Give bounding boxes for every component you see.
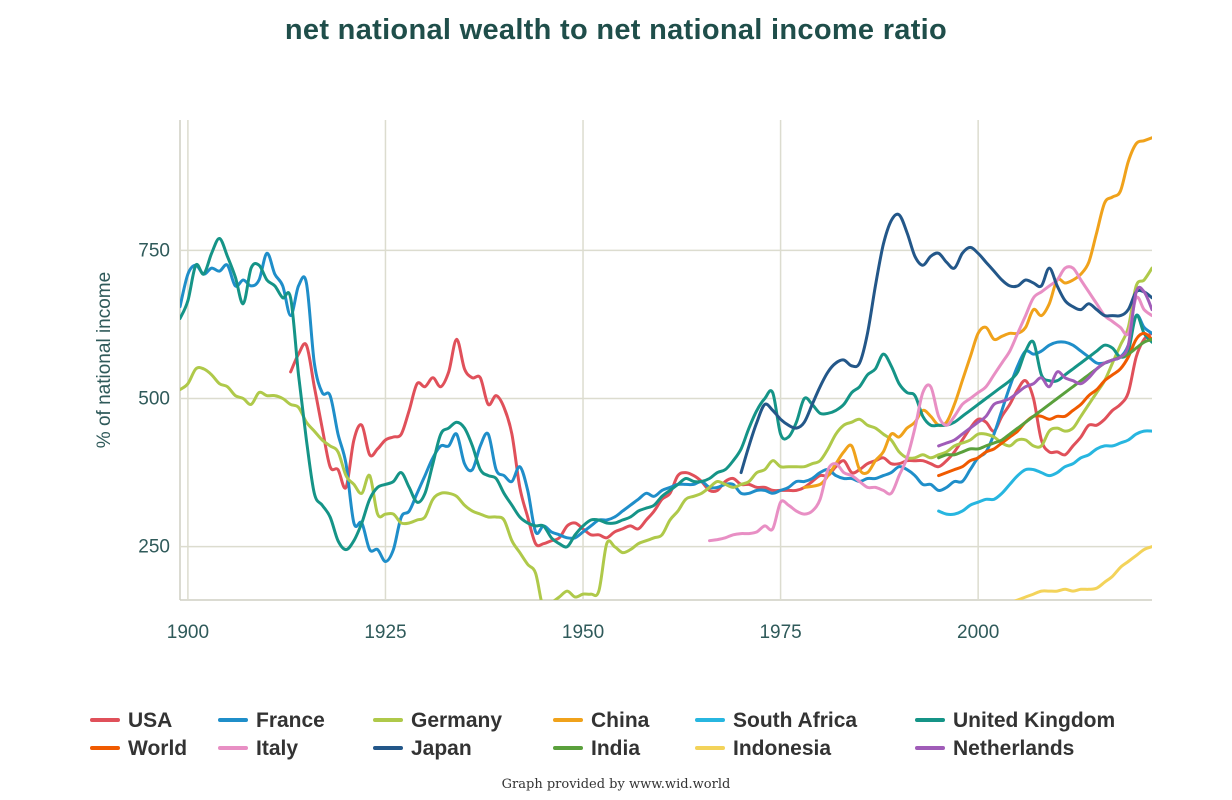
x-tick-label: 1950: [562, 622, 604, 643]
legend-label: Japan: [411, 737, 472, 760]
legend-item-world[interactable]: World: [90, 737, 187, 760]
legend-label: Indonesia: [733, 737, 831, 760]
legend-label: World: [128, 737, 187, 760]
series-line-japan[interactable]: [739, 212, 1152, 475]
y-axis-title: % of national income: [94, 272, 115, 448]
legend-label: United Kingdom: [953, 709, 1115, 732]
x-tick-label: 1975: [759, 622, 801, 643]
chart-title: net national wealth to net national inco…: [284, 14, 948, 46]
legend[interactable]: USA France Germany China South Africa United …: [90, 709, 1115, 760]
legend-item-france[interactable]: France: [218, 709, 325, 732]
series-group: [180, 136, 1153, 642]
legend-label: India: [591, 737, 640, 760]
legend-item-china[interactable]: China: [553, 709, 650, 732]
series-line-italy[interactable]: [708, 265, 1153, 543]
legend-label: Italy: [256, 737, 298, 760]
legend-item-japan[interactable]: Japan: [373, 737, 472, 760]
legend-label: Germany: [411, 709, 502, 732]
legend-label: China: [591, 709, 650, 732]
x-tick-label: 1900: [167, 622, 209, 643]
footer-credit[interactable]: Graph provided by www.wid.world: [501, 777, 731, 792]
y-tick-label: 500: [138, 389, 170, 410]
legend-label: France: [256, 709, 325, 732]
y-axis: 250 500 750: [138, 240, 170, 557]
legend-item-united-kingdom[interactable]: United Kingdom: [915, 709, 1115, 732]
legend-item-indonesia[interactable]: Indonesia: [695, 737, 831, 760]
legend-label: South Africa: [733, 709, 857, 732]
x-axis: 1900 1925 1950 1975 2000: [167, 622, 1000, 643]
y-tick-label: 250: [138, 537, 170, 558]
legend-label: USA: [128, 709, 172, 732]
legend-label: Netherlands: [953, 737, 1074, 760]
legend-item-india[interactable]: India: [553, 737, 640, 760]
legend-item-south-africa[interactable]: South Africa: [695, 709, 857, 732]
series-line-world[interactable]: [937, 331, 1152, 478]
series-line-netherlands[interactable]: [937, 285, 1152, 448]
series-line-china[interactable]: [802, 136, 1152, 489]
x-tick-label: 2000: [957, 622, 999, 643]
series-line-germany[interactable]: [180, 266, 1152, 610]
legend-item-germany[interactable]: Germany: [373, 709, 502, 732]
x-tick-label: 1925: [364, 622, 406, 643]
series-line-united-kingdom[interactable]: [180, 237, 1152, 552]
y-tick-label: 750: [138, 240, 170, 261]
legend-item-usa[interactable]: USA: [90, 709, 172, 732]
series-line-south-africa[interactable]: [937, 429, 1152, 516]
legend-item-italy[interactable]: Italy: [218, 737, 298, 760]
legend-item-netherlands[interactable]: Netherlands: [915, 737, 1074, 760]
series-line-indonesia[interactable]: [939, 545, 1152, 642]
